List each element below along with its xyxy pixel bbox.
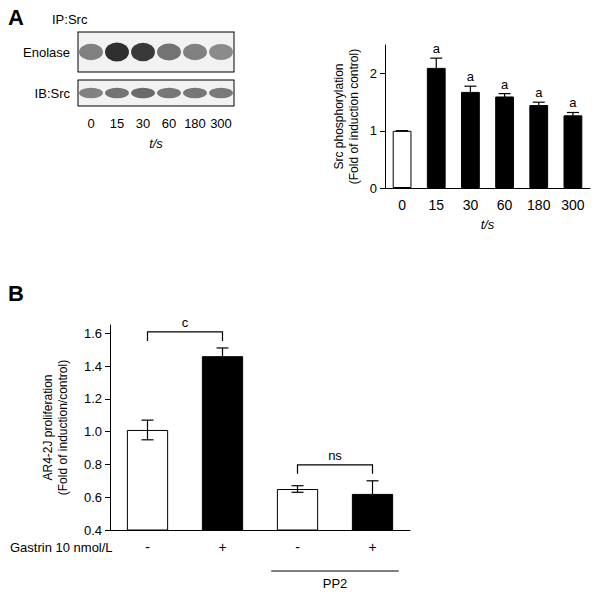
svg-text:(Fold of induction control): (Fold of induction control) xyxy=(347,49,361,184)
svg-text:(Fold of induction/control): (Fold of induction/control) xyxy=(56,360,70,495)
svg-text:a: a xyxy=(501,77,509,92)
svg-text:Src phosphorylation: Src phosphorylation xyxy=(332,63,346,169)
svg-text:PP2: PP2 xyxy=(323,576,348,591)
svg-text:60: 60 xyxy=(497,197,513,213)
svg-text:0.4: 0.4 xyxy=(84,523,102,538)
svg-text:15: 15 xyxy=(428,197,444,213)
svg-text:-: - xyxy=(145,539,150,555)
svg-text:+: + xyxy=(368,539,376,555)
svg-text:0.6: 0.6 xyxy=(84,490,102,505)
svg-text:AR4-2J proliferation: AR4-2J proliferation xyxy=(41,374,55,480)
svg-text:a: a xyxy=(535,85,543,100)
svg-text:1.2: 1.2 xyxy=(84,391,102,406)
svg-text:0: 0 xyxy=(370,181,377,196)
svg-text:300: 300 xyxy=(210,116,232,131)
svg-text:A: A xyxy=(8,5,24,30)
svg-text:-: - xyxy=(295,539,300,555)
svg-text:0.8: 0.8 xyxy=(84,457,102,472)
svg-text:1.0: 1.0 xyxy=(84,424,102,439)
svg-text:a: a xyxy=(569,95,577,110)
svg-text:180: 180 xyxy=(527,197,551,213)
svg-text:IB:Src: IB:Src xyxy=(35,86,71,101)
svg-text:15: 15 xyxy=(110,116,124,131)
svg-text:t/s: t/s xyxy=(149,136,163,151)
svg-text:0: 0 xyxy=(87,116,94,131)
svg-text:1.4: 1.4 xyxy=(84,359,102,374)
svg-text:1: 1 xyxy=(370,123,377,138)
svg-text:t/s: t/s xyxy=(481,217,495,232)
svg-text:60: 60 xyxy=(162,116,176,131)
svg-text:B: B xyxy=(8,281,24,306)
svg-text:ns: ns xyxy=(328,448,342,463)
svg-text:300: 300 xyxy=(561,197,585,213)
svg-text:a: a xyxy=(433,41,441,56)
svg-text:2: 2 xyxy=(370,66,377,81)
svg-text:+: + xyxy=(218,539,226,555)
svg-text:180: 180 xyxy=(184,116,206,131)
svg-text:1.6: 1.6 xyxy=(84,326,102,341)
svg-text:30: 30 xyxy=(136,116,150,131)
svg-text:Gastrin 10 nmol/L: Gastrin 10 nmol/L xyxy=(10,540,113,555)
svg-text:a: a xyxy=(467,69,475,84)
svg-text:c: c xyxy=(182,315,189,330)
svg-text:Enolase: Enolase xyxy=(23,45,70,60)
svg-text:0: 0 xyxy=(398,197,406,213)
svg-text:30: 30 xyxy=(463,197,479,213)
svg-text:IP:Src: IP:Src xyxy=(52,12,88,27)
